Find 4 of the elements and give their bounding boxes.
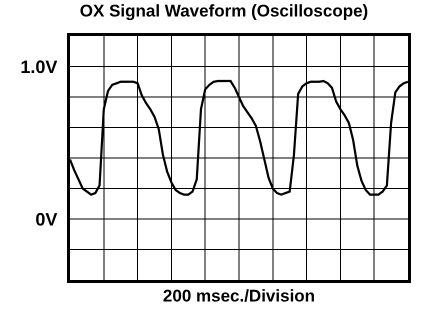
x-axis-title: 200 msec./Division (162, 286, 316, 306)
y-tick-label: 1.0V (20, 56, 58, 77)
chart-title: OX Signal Waveform (Oscilloscope) (80, 2, 368, 21)
y-tick-label: 0V (35, 209, 58, 230)
